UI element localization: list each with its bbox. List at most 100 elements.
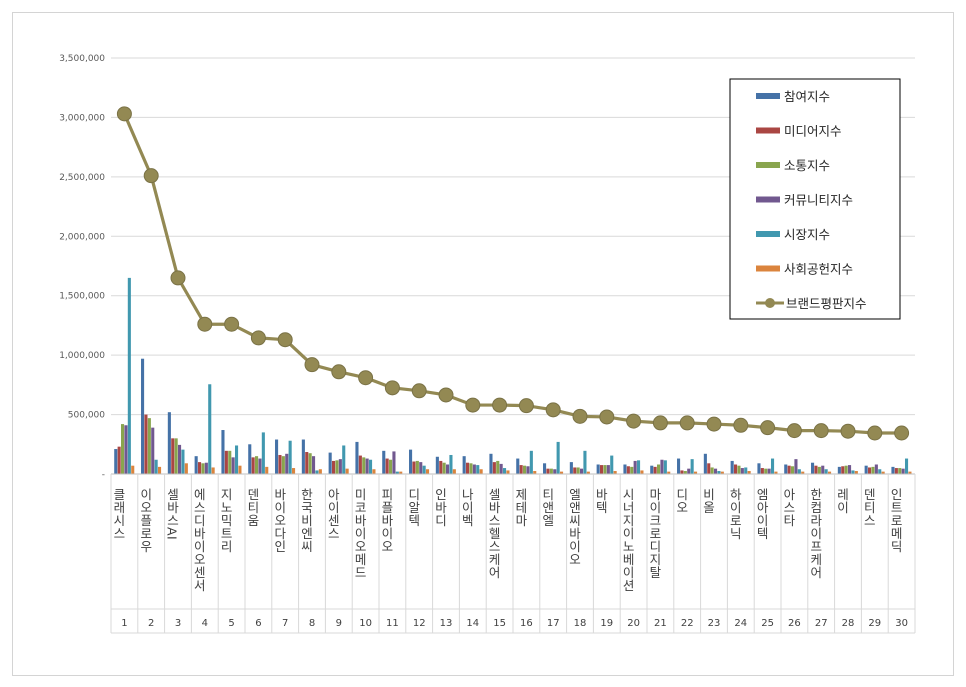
line-point — [813, 423, 829, 439]
rank-label: 1 — [121, 618, 127, 629]
legend-swatch — [756, 93, 780, 99]
bar — [147, 418, 151, 474]
bar — [117, 446, 121, 474]
bar — [747, 471, 751, 474]
rank-label: 17 — [547, 618, 560, 629]
x-tick-label: 셀바스AI — [165, 488, 180, 540]
bar — [204, 462, 208, 474]
bar — [533, 471, 537, 474]
bar — [328, 452, 332, 474]
bar — [201, 463, 205, 474]
rank-label: 10 — [359, 618, 372, 629]
bar — [623, 464, 627, 474]
bar — [315, 470, 319, 474]
bar — [519, 465, 523, 474]
line-point — [867, 425, 883, 441]
bar — [385, 458, 389, 474]
bar — [683, 471, 687, 474]
bar — [435, 456, 439, 474]
line-point — [492, 397, 508, 413]
bar — [275, 439, 279, 474]
y-tick-label: 500,000 — [68, 411, 105, 421]
bar — [603, 465, 607, 474]
bar — [650, 465, 654, 474]
bar — [633, 460, 637, 474]
bar — [663, 460, 667, 474]
bar — [365, 458, 369, 474]
line-series — [116, 106, 910, 441]
bar — [677, 458, 681, 474]
bar — [291, 468, 296, 474]
rank-label: 21 — [654, 618, 667, 629]
x-tick-label: 아이센스 — [325, 488, 340, 540]
bar — [586, 471, 590, 474]
x-tick-label: 에스디바이오센서 — [191, 488, 206, 592]
rank-label: 22 — [681, 618, 694, 629]
bar — [338, 459, 342, 474]
rank-label: 9 — [336, 618, 342, 629]
bar — [221, 430, 225, 474]
bar — [707, 463, 711, 474]
bar — [760, 468, 764, 474]
x-tick-label: 지노믹트리 — [218, 488, 233, 553]
bar — [251, 457, 255, 474]
bar — [714, 468, 718, 474]
bar — [640, 470, 644, 474]
bar — [255, 456, 259, 474]
line-point — [760, 420, 776, 436]
line-point — [733, 417, 749, 433]
x-tick-label: 마이크로디지탈 — [647, 488, 662, 579]
bar — [127, 277, 131, 474]
x-tick-label: 한국비엔씨 — [299, 488, 314, 553]
rank-label: 12 — [413, 618, 426, 629]
bar — [764, 468, 768, 474]
line-point — [652, 415, 668, 431]
line-point — [599, 409, 615, 425]
x-tick-label: 시너지이노베이션 — [620, 488, 635, 592]
bar — [744, 467, 748, 474]
bar — [583, 450, 587, 474]
bar — [878, 469, 882, 474]
bar — [791, 466, 795, 474]
bar — [553, 469, 557, 474]
y-tick-label: 2,500,000 — [59, 173, 105, 183]
bar — [248, 444, 252, 474]
bar — [891, 466, 895, 474]
bar — [258, 458, 262, 474]
bar — [345, 468, 349, 474]
bar — [288, 440, 292, 474]
rank-label: 29 — [868, 618, 881, 629]
bar — [516, 458, 520, 474]
bar — [392, 451, 396, 474]
bar — [308, 453, 312, 474]
line-point — [331, 364, 347, 380]
legend-label: 시장지수 — [784, 227, 830, 242]
legend-label: 참여지수 — [784, 89, 830, 104]
rank-label: 20 — [627, 618, 640, 629]
bar — [687, 468, 691, 474]
bar — [740, 468, 744, 474]
bar — [717, 471, 721, 474]
x-tick-label: 이오플로우 — [138, 488, 153, 553]
bar — [657, 464, 661, 474]
bar — [693, 471, 698, 474]
x-tick-label: 바텍 — [593, 488, 608, 514]
bar — [301, 439, 305, 474]
x-tick-label: 제테마 — [513, 488, 528, 527]
x-tick-label: 미코바이오메드 — [352, 488, 367, 579]
bar — [194, 456, 198, 474]
bar — [596, 464, 600, 474]
legend-label: 사회공헌지수 — [784, 262, 853, 277]
line-point — [384, 380, 400, 396]
bar — [399, 471, 403, 474]
bar — [817, 466, 821, 474]
bar-series — [114, 277, 912, 474]
x-tick-label: 레이 — [835, 488, 850, 514]
bar — [610, 455, 614, 474]
bar — [224, 450, 228, 474]
bar — [549, 468, 553, 474]
bar — [576, 467, 580, 474]
legend-swatch — [756, 265, 780, 272]
bar — [278, 454, 282, 474]
bar — [368, 459, 373, 474]
